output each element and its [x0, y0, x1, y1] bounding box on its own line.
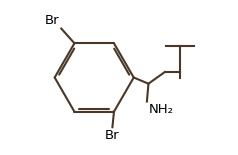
Text: Br: Br	[105, 129, 120, 142]
Text: Br: Br	[45, 14, 60, 27]
Text: NH₂: NH₂	[149, 103, 174, 116]
